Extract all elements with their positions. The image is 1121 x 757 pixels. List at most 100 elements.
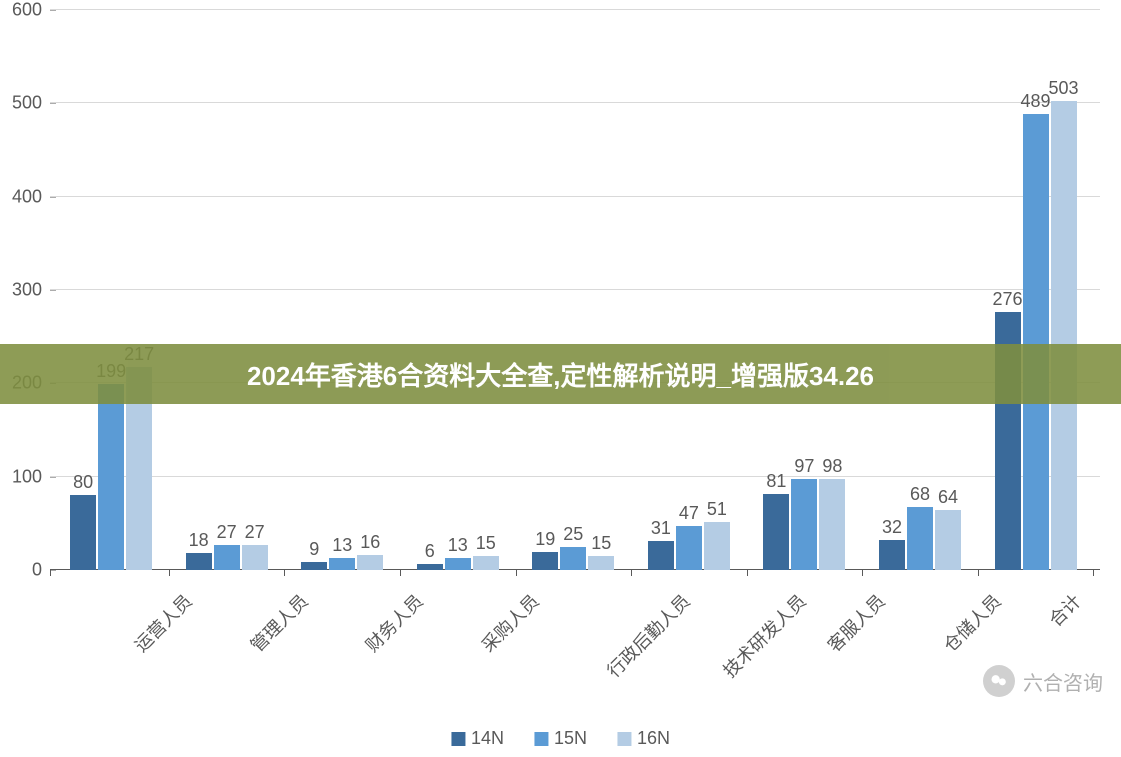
bar [560,547,586,570]
x-tick-mark [169,570,170,576]
y-tick-label: 400 [12,186,42,207]
bar-group: 276 489503 [995,10,1077,570]
chart-container: 0100200300400500600 80199217182727913166… [0,0,1121,757]
x-category-label: 行政后勤人员 [601,588,696,683]
bar-value-label: 97 [794,456,814,477]
legend-swatch [617,732,631,746]
bar-value-label: 98 [822,456,842,477]
bar-group: 81 97 98 [763,10,845,570]
bar [301,562,327,570]
bar-value-label: 31 [651,518,671,539]
bar-value-label: 15 [476,533,496,554]
legend-swatch [451,732,465,746]
legend-label: 16N [637,728,670,749]
bar-group: 31 47 51 [648,10,730,570]
bar-group: 18 27 27 [186,10,268,570]
bar-value-label: 13 [332,535,352,556]
bar [763,494,789,570]
bar [648,541,674,570]
y-tick-label: 100 [12,466,42,487]
bar-group: 32 68 64 [879,10,961,570]
bar-value-label: 489 [1020,91,1050,112]
bar [532,552,558,570]
plot-area: 80199217 18 27 27 9 13 16 6 13 15 19 25 15 31 47 51 81 97… [50,10,1100,570]
bar-group: 80199217 [70,10,152,570]
x-tick-mark [631,570,632,576]
bar-value-label: 9 [309,539,319,560]
watermark-text: 六合咨询 [1023,667,1103,696]
legend-label: 15N [554,728,587,749]
y-axis: 0100200300400500600 [0,10,50,570]
bar [357,555,383,570]
legend-label: 14N [471,728,504,749]
legend-swatch [534,732,548,746]
bar [445,558,471,570]
wechat-icon [983,665,1015,697]
bar [704,522,730,570]
bar [214,545,240,570]
legend: 14N 15N 16N [451,728,670,749]
x-category-label: 技术研发人员 [716,588,811,683]
bar-value-label: 19 [535,529,555,550]
bar [186,553,212,570]
y-tick-label: 0 [32,560,42,581]
bar [242,545,268,570]
x-category-label: 客服人员 [821,588,890,657]
bar-value-label: 18 [189,530,209,551]
bar [98,384,124,570]
bar-value-label: 80 [73,472,93,493]
bar-value-label: 47 [679,503,699,524]
bar-group: 9 13 16 [301,10,383,570]
x-tick-mark [1093,570,1094,576]
bar [1051,101,1077,570]
x-category-label: 合计 [1042,588,1086,632]
bar-value-label: 16 [360,532,380,553]
x-category-label: 采购人员 [475,588,544,657]
overlay-banner: 2024年香港6合资料大全查,定性解析说明_增强版34.26 [0,344,1121,404]
bar [907,507,933,570]
bar-value-label: 503 [1048,78,1078,99]
bar-value-label: 276 [992,289,1022,310]
x-category-label: 财务人员 [359,588,428,657]
bar-value-label: 32 [882,517,902,538]
bar-value-label: 68 [910,484,930,505]
bar-value-label: 64 [938,487,958,508]
bar-value-label: 51 [707,499,727,520]
overlay-text: 2024年香港6合资料大全查,定性解析说明_增强版34.26 [247,356,874,393]
x-tick-mark [516,570,517,576]
watermark: 六合咨询 [983,665,1103,697]
x-tick-mark [400,570,401,576]
x-tick-mark [747,570,748,576]
bar [588,556,614,570]
bar-value-label: 27 [217,522,237,543]
x-category-label: 仓储人员 [937,588,1006,657]
bar-group: 19 25 15 [532,10,614,570]
bar [1023,114,1049,570]
bar-value-label: 15 [591,533,611,554]
bar [676,526,702,570]
legend-item: 16N [617,728,670,749]
x-tick-mark [284,570,285,576]
legend-item: 15N [534,728,587,749]
x-tick-mark [978,570,979,576]
bar [879,540,905,570]
bar [791,479,817,570]
x-category-label: 管理人员 [244,588,313,657]
bar [417,564,443,570]
bar [70,495,96,570]
bar [819,479,845,570]
bar-value-label: 25 [563,524,583,545]
y-tick-label: 300 [12,280,42,301]
y-tick-label: 500 [12,93,42,114]
bar-value-label: 13 [448,535,468,556]
bar [329,558,355,570]
bar [473,556,499,570]
x-category-label: 运营人员 [128,588,197,657]
bar-value-label: 27 [245,522,265,543]
bar-value-label: 81 [766,471,786,492]
y-tick-label: 600 [12,0,42,21]
legend-item: 14N [451,728,504,749]
bar [935,510,961,570]
bar-value-label: 6 [425,541,435,562]
bar-group: 6 13 15 [417,10,499,570]
